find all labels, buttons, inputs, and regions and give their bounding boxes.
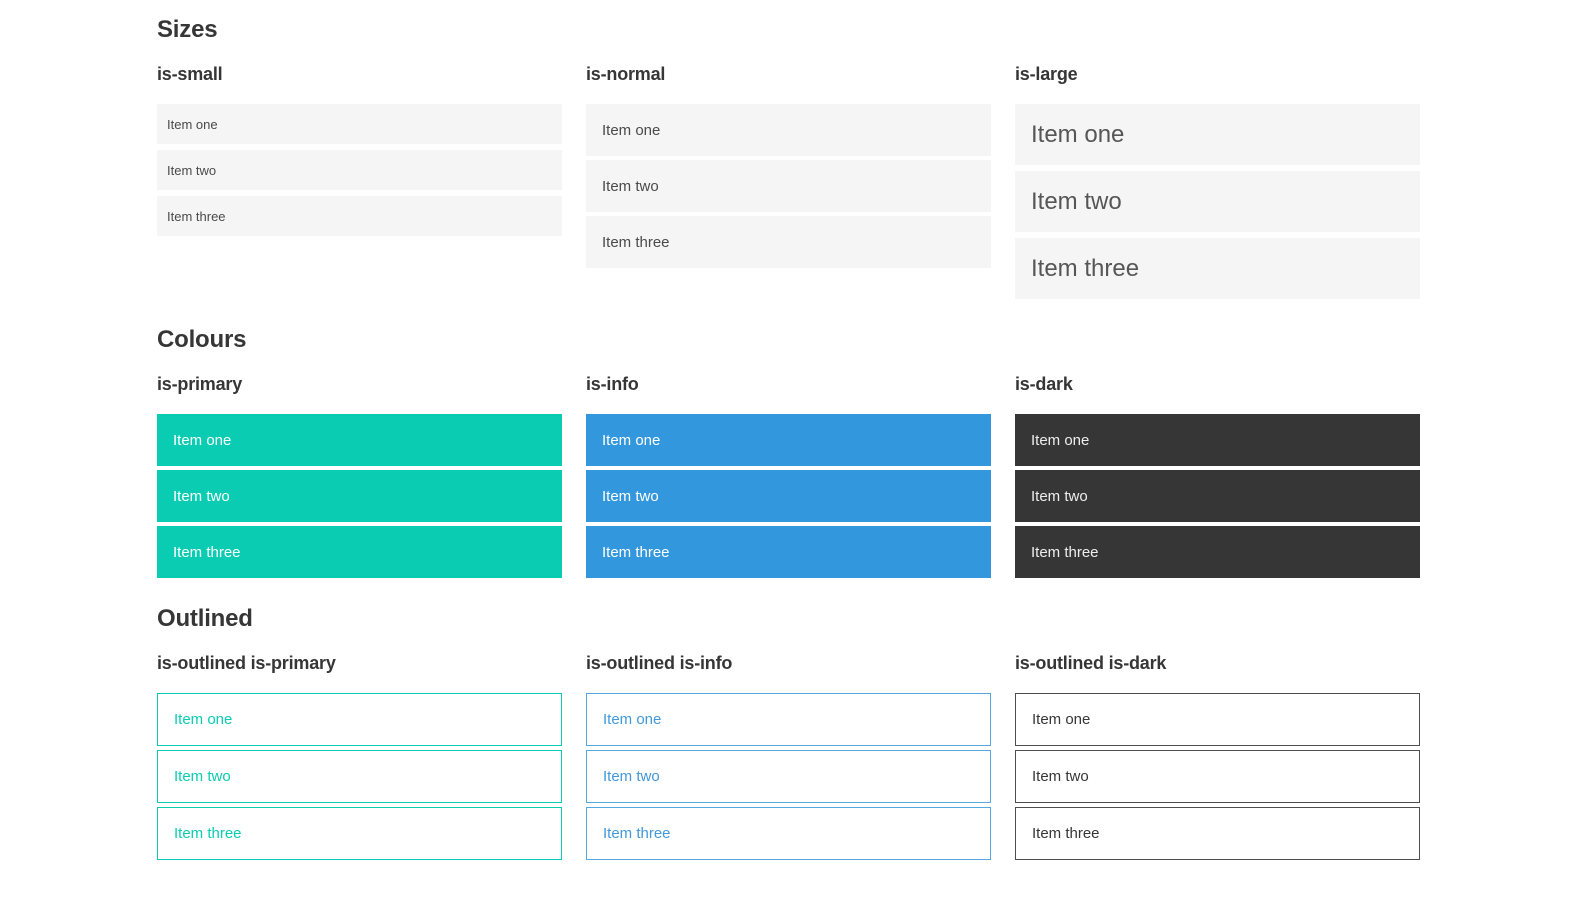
colours-groups: is-primary Item one Item two Item three … (157, 374, 1595, 578)
section-outlined: Outlined is-outlined is-primary Item one… (157, 604, 1595, 860)
group-is-outlined-is-primary: is-outlined is-primary Item one Item two… (157, 653, 562, 860)
list-item[interactable]: Item two (586, 750, 991, 803)
list-is-outlined-is-info: Item one Item two Item three (586, 693, 991, 860)
list-item[interactable]: Item one (1015, 104, 1420, 165)
list-is-large: Item one Item two Item three (1015, 104, 1420, 299)
group-is-outlined-is-dark: is-outlined is-dark Item one Item two It… (1015, 653, 1420, 860)
group-label-is-small: is-small (157, 64, 223, 84)
list-item[interactable]: Item two (157, 150, 562, 190)
group-is-outlined-is-info: is-outlined is-info Item one Item two It… (586, 653, 991, 860)
list-is-info: Item one Item two Item three (586, 414, 991, 578)
list-item[interactable]: Item three (157, 807, 562, 860)
group-is-normal: is-normal Item one Item two Item three (586, 64, 991, 268)
group-label-is-outlined-is-primary: is-outlined is-primary (157, 653, 336, 673)
section-title-outlined: Outlined (157, 605, 253, 632)
list-item[interactable]: Item one (157, 414, 562, 466)
list-item[interactable]: Item one (157, 693, 562, 746)
list-item[interactable]: Item three (1015, 526, 1420, 578)
sizes-groups: is-small Item one Item two Item three is… (157, 64, 1595, 299)
page-container: Sizes is-small Item one Item two Item th… (157, 15, 1595, 860)
group-is-dark: is-dark Item one Item two Item three (1015, 374, 1420, 578)
group-label-is-large: is-large (1015, 64, 1078, 84)
outlined-groups: is-outlined is-primary Item one Item two… (157, 653, 1595, 860)
list-item[interactable]: Item one (157, 104, 562, 144)
list-item[interactable]: Item one (1015, 693, 1420, 746)
group-is-large: is-large Item one Item two Item three (1015, 64, 1420, 299)
list-item[interactable]: Item three (1015, 238, 1420, 299)
list-item[interactable]: Item three (586, 526, 991, 578)
list-is-dark: Item one Item two Item three (1015, 414, 1420, 578)
list-item[interactable]: Item one (586, 104, 991, 156)
section-title-colours: Colours (157, 326, 247, 353)
list-item[interactable]: Item two (157, 470, 562, 522)
list-is-outlined-is-dark: Item one Item two Item three (1015, 693, 1420, 860)
group-label-is-normal: is-normal (586, 64, 666, 84)
list-is-small: Item one Item two Item three (157, 104, 562, 236)
section-sizes: Sizes is-small Item one Item two Item th… (157, 15, 1595, 299)
list-is-normal: Item one Item two Item three (586, 104, 991, 268)
list-item[interactable]: Item three (586, 216, 991, 268)
group-is-small: is-small Item one Item two Item three (157, 64, 562, 236)
group-label-is-info: is-info (586, 374, 639, 394)
list-item[interactable]: Item one (586, 693, 991, 746)
list-item[interactable]: Item three (157, 196, 562, 236)
list-is-outlined-is-primary: Item one Item two Item three (157, 693, 562, 860)
group-is-info: is-info Item one Item two Item three (586, 374, 991, 578)
list-item[interactable]: Item three (586, 807, 991, 860)
list-item[interactable]: Item one (1015, 414, 1420, 466)
section-colours: Colours is-primary Item one Item two Ite… (157, 325, 1595, 578)
group-label-is-outlined-is-info: is-outlined is-info (586, 653, 733, 673)
list-item[interactable]: Item two (586, 160, 991, 212)
list-is-primary: Item one Item two Item three (157, 414, 562, 578)
list-item[interactable]: Item one (586, 414, 991, 466)
list-item[interactable]: Item two (1015, 171, 1420, 232)
list-item[interactable]: Item two (1015, 470, 1420, 522)
group-label-is-primary: is-primary (157, 374, 243, 394)
group-label-is-outlined-is-dark: is-outlined is-dark (1015, 653, 1167, 673)
list-item[interactable]: Item two (1015, 750, 1420, 803)
group-label-is-dark: is-dark (1015, 374, 1073, 394)
list-item[interactable]: Item two (586, 470, 991, 522)
group-is-primary: is-primary Item one Item two Item three (157, 374, 562, 578)
list-item[interactable]: Item three (157, 526, 562, 578)
list-item[interactable]: Item two (157, 750, 562, 803)
section-title-sizes: Sizes (157, 16, 218, 43)
list-item[interactable]: Item three (1015, 807, 1420, 860)
